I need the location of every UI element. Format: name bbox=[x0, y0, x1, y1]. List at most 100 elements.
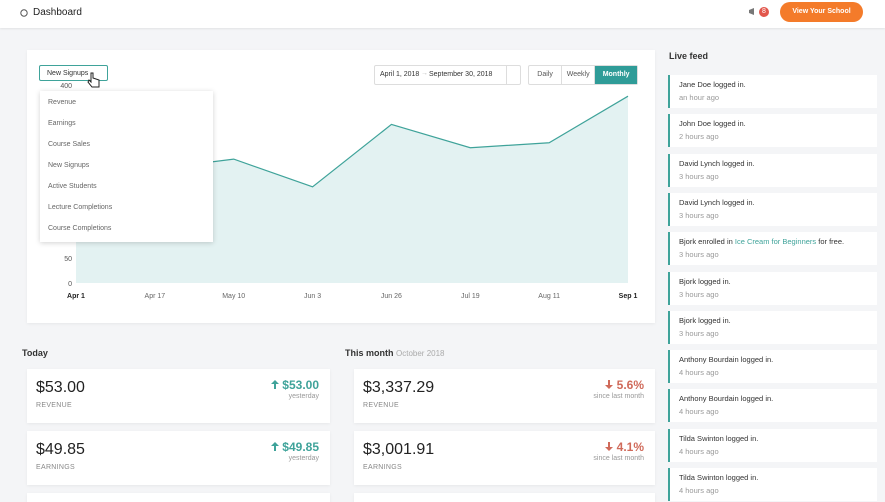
period-toggle: Daily Weekly Monthly bbox=[528, 65, 638, 85]
date-to: September 30, 2018 bbox=[429, 71, 493, 78]
feed-time: 4 hours ago bbox=[679, 446, 719, 456]
feed-time: 3 hours ago bbox=[679, 289, 719, 299]
badge: 8 bbox=[759, 7, 769, 17]
stat-label: EARNINGS bbox=[36, 464, 75, 471]
stat-value: $3,001.91 bbox=[363, 441, 435, 458]
feed-time: an hour ago bbox=[679, 93, 720, 102]
period-button[interactable]: Monthly bbox=[594, 66, 637, 84]
stat-change-value: 5.6% bbox=[616, 378, 644, 392]
x-tick-label: Apr 1 bbox=[67, 293, 85, 300]
feed-time: 4 hours ago bbox=[679, 486, 719, 495]
dropdown-item[interactable]: Course Completions bbox=[48, 225, 112, 232]
feed-item: Bjork logged in. 3 hours ago bbox=[668, 271, 877, 305]
feed-text-main: John Doe logged in. bbox=[679, 119, 746, 129]
notification-icon[interactable] bbox=[748, 7, 758, 17]
stat-change-value: $53.00 bbox=[282, 378, 319, 392]
feed-text: Bjork logged in. bbox=[679, 277, 731, 286]
arrow-down bbox=[605, 442, 614, 451]
x-tick-label: Jul 19 bbox=[461, 293, 480, 300]
feed-item: Bjork enrolled in Ice Cream for Beginner… bbox=[668, 232, 877, 266]
period-button[interactable]: Weekly bbox=[561, 66, 594, 84]
date-sep: → bbox=[421, 70, 428, 77]
feed-text-after: for free. bbox=[816, 237, 845, 247]
page-title: Dashboard bbox=[33, 7, 82, 18]
cursor bbox=[87, 72, 100, 88]
x-tick-label: Jun 26 bbox=[381, 293, 402, 300]
dropdown-item[interactable]: Earnings bbox=[48, 120, 76, 127]
feed-text-main: Anthony Bourdain logged in. bbox=[679, 355, 774, 365]
feed-item: John Doe logged in. 2 hours ago bbox=[668, 114, 877, 148]
header bbox=[0, 0, 885, 28]
dropdown-item[interactable]: Lecture Completions bbox=[48, 204, 113, 211]
stat-note: yesterday bbox=[288, 393, 319, 400]
x-tick-label: May 10 bbox=[222, 293, 245, 300]
feed-text-main: David Lynch logged in. bbox=[679, 158, 755, 168]
feed-item: Anthony Bourdain logged in. 4 hours ago bbox=[668, 350, 877, 384]
dropdown-item[interactable]: Course Sales bbox=[48, 141, 91, 148]
feed-item: Tilda Swinton logged in. 4 hours ago bbox=[668, 428, 877, 462]
feed-link[interactable]: Ice Cream for Beginners bbox=[734, 237, 817, 247]
arrow-down bbox=[605, 380, 614, 389]
date-range[interactable] bbox=[374, 65, 521, 85]
feed-text: Tilda Swinton logged in. bbox=[679, 473, 758, 482]
dropdown-item[interactable]: Revenue bbox=[48, 99, 77, 106]
feed-item: Anthony Bourdain logged in. 4 hours ago bbox=[668, 389, 877, 423]
date-from: April 1, 2018 bbox=[380, 71, 420, 78]
stat-note: yesterday bbox=[288, 455, 319, 462]
month-subtitle: October 2018 bbox=[396, 349, 445, 358]
month-title: This month October 2018 bbox=[345, 348, 445, 358]
stat-change: 4.1% bbox=[605, 440, 644, 454]
stat-note: since last month bbox=[593, 455, 644, 462]
feed-time: 3 hours ago bbox=[679, 210, 719, 220]
metric-dropdown: Revenue Earnings Course Sales New Signups Ac… bbox=[40, 91, 213, 242]
arrow-up bbox=[270, 442, 279, 451]
feed-text-main: Bjork enrolled in bbox=[679, 237, 735, 247]
feed-text: David Lynch logged in. bbox=[679, 198, 755, 207]
feed-item: David Lynch logged in. 3 hours ago bbox=[668, 153, 877, 187]
dashboard-icon bbox=[20, 9, 28, 17]
feed-text: Bjork logged in. bbox=[679, 316, 731, 325]
feed-text: Tilda Swinton logged in. bbox=[679, 434, 758, 443]
period-button[interactable]: Daily bbox=[537, 71, 553, 78]
stat-card: $53.00 REVENUE $53.00 yesterday bbox=[27, 369, 330, 423]
month-title-text: This month bbox=[345, 348, 394, 358]
stat-label: REVENUE bbox=[36, 402, 72, 409]
feed-item: David Lynch logged in. 3 hours ago bbox=[668, 192, 877, 226]
y-tick-label: 0 bbox=[68, 281, 72, 288]
x-tick-label: Sep 1 bbox=[619, 293, 638, 300]
stat-card: $3,337.29 REVENUE 5.6% since last month bbox=[354, 369, 655, 423]
y-tick-label: 50 bbox=[64, 256, 72, 263]
feed-text: David Lynch logged in. bbox=[679, 159, 755, 168]
stat-change: $53.00 bbox=[270, 378, 319, 392]
view-school-button[interactable]: View Your School bbox=[780, 2, 863, 22]
dropdown-item[interactable]: Active Students bbox=[48, 183, 97, 190]
y-tick-label: 400 bbox=[60, 83, 72, 90]
dropdown-item[interactable]: New Signups bbox=[48, 162, 90, 169]
today-title: Today bbox=[22, 348, 48, 358]
feed-time: 4 hours ago bbox=[679, 407, 719, 417]
calendar-button[interactable] bbox=[506, 66, 521, 84]
live-feed-title: Live feed bbox=[669, 51, 709, 61]
feed-text: John Doe logged in. bbox=[679, 119, 746, 128]
stat-label: REVENUE bbox=[363, 402, 399, 409]
stat-card bbox=[27, 493, 330, 502]
feed-text-main: Jane Doe logged in. bbox=[679, 80, 746, 89]
stat-change-value: 4.1% bbox=[616, 440, 644, 454]
feed-time: 4 hours ago bbox=[679, 368, 719, 378]
x-tick-label: Jun 3 bbox=[304, 293, 321, 300]
feed-item: Bjork logged in. 3 hours ago bbox=[668, 310, 877, 344]
feed-text: Anthony Bourdain logged in. bbox=[679, 394, 773, 403]
feed-time: 3 hours ago bbox=[679, 250, 719, 260]
stat-change-value: $49.85 bbox=[282, 440, 319, 454]
arrow-up bbox=[270, 380, 279, 389]
x-tick-label: Aug 11 bbox=[538, 293, 560, 300]
stat-card bbox=[354, 493, 655, 502]
x-tick-label: Apr 17 bbox=[145, 293, 166, 300]
feed-item: Tilda Swinton logged in. 4 hours ago bbox=[668, 468, 877, 501]
feed-text-main: Anthony Bourdain logged in. bbox=[679, 394, 774, 404]
feed-text: Jane Doe logged in. bbox=[679, 80, 746, 89]
stat-card: $49.85 EARNINGS $49.85 yesterday bbox=[27, 431, 330, 485]
stat-value: $49.85 bbox=[36, 441, 85, 458]
feed-text-main: Bjork logged in. bbox=[679, 315, 731, 325]
